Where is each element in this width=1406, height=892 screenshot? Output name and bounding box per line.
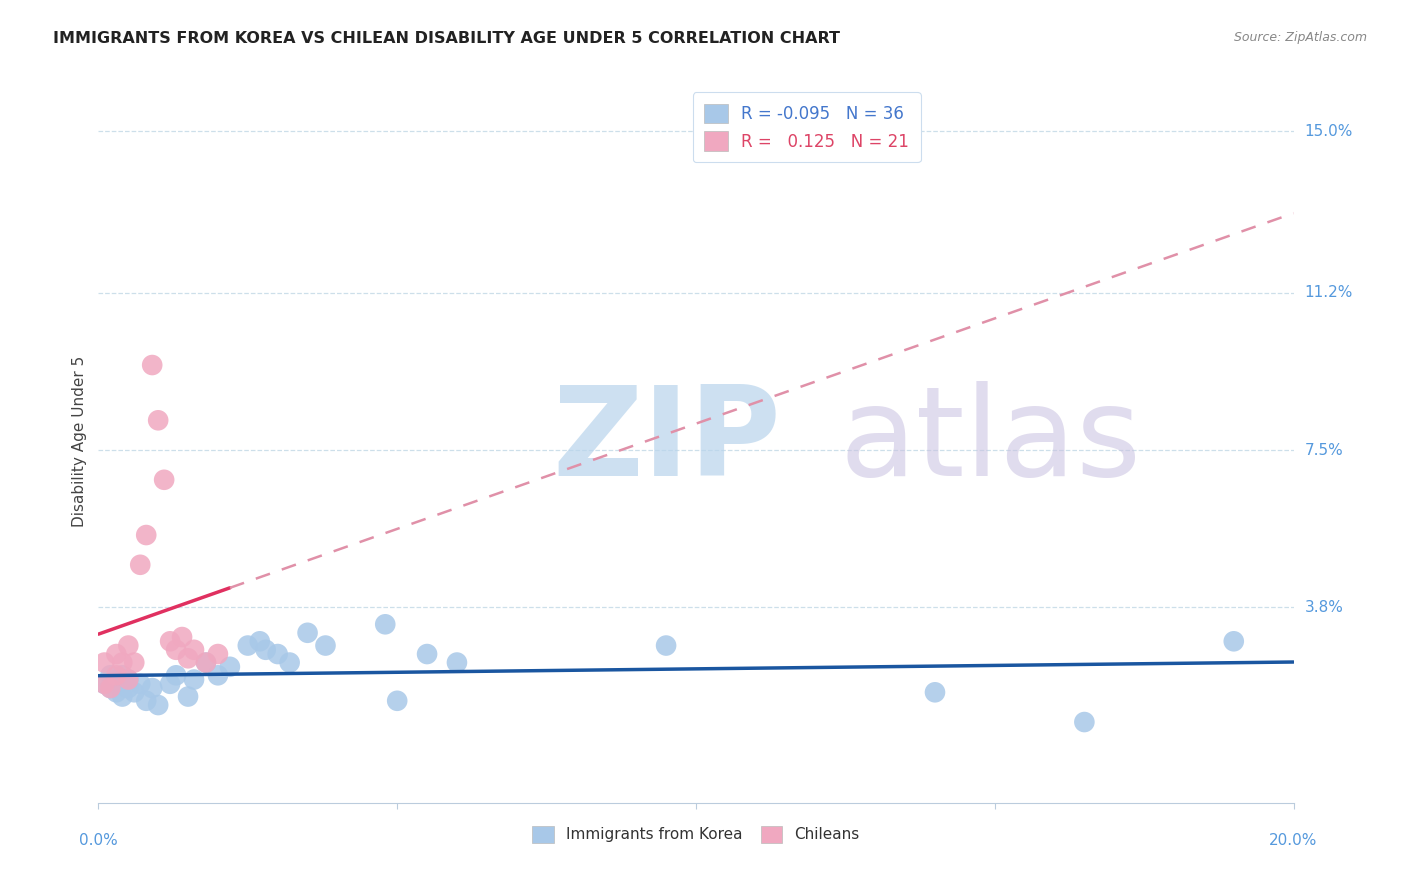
Text: 7.5%: 7.5%: [1305, 442, 1343, 458]
Point: [165, 668, 187, 682]
Point: [183, 673, 205, 687]
Point: [111, 656, 134, 670]
Point: [655, 639, 678, 653]
Point: [93, 677, 115, 691]
Point: [98, 681, 122, 695]
Point: [219, 660, 242, 674]
Text: atlas: atlas: [839, 381, 1142, 502]
Point: [297, 625, 319, 640]
Point: [135, 528, 157, 542]
Point: [278, 656, 301, 670]
Point: [124, 656, 146, 670]
Text: ZIP: ZIP: [553, 381, 782, 502]
Point: [207, 647, 229, 661]
Point: [93, 677, 115, 691]
Text: 11.2%: 11.2%: [1305, 285, 1353, 301]
Point: [236, 639, 259, 653]
Point: [135, 694, 157, 708]
Text: IMMIGRANTS FROM KOREA VS CHILEAN DISABILITY AGE UNDER 5 CORRELATION CHART: IMMIGRANTS FROM KOREA VS CHILEAN DISABIL…: [53, 31, 841, 46]
Point: [111, 690, 134, 704]
Point: [385, 694, 409, 708]
Point: [98, 668, 122, 682]
Point: [267, 647, 290, 661]
Point: [249, 634, 271, 648]
Point: [148, 413, 170, 427]
Text: Source: ZipAtlas.com: Source: ZipAtlas.com: [1233, 31, 1367, 45]
Point: [111, 668, 134, 682]
Point: [93, 656, 115, 670]
Point: [374, 617, 396, 632]
Point: [159, 634, 181, 648]
Point: [124, 685, 146, 699]
Point: [129, 677, 152, 691]
Point: [105, 668, 128, 682]
Point: [98, 681, 122, 695]
Point: [1223, 634, 1246, 648]
Y-axis label: Disability Age Under 5: Disability Age Under 5: [72, 356, 87, 527]
Text: 0.0%: 0.0%: [79, 833, 118, 848]
Point: [148, 698, 170, 712]
Point: [183, 642, 205, 657]
Point: [207, 668, 229, 682]
Point: [105, 647, 128, 661]
Point: [195, 656, 218, 670]
Point: [117, 673, 139, 687]
Point: [105, 673, 128, 687]
Point: [177, 690, 200, 704]
Point: [165, 642, 187, 657]
Point: [446, 656, 468, 670]
Point: [177, 651, 200, 665]
Point: [924, 685, 946, 699]
Point: [153, 473, 176, 487]
Point: [195, 656, 218, 670]
Point: [141, 358, 163, 372]
Legend: Immigrants from Korea, Chileans: Immigrants from Korea, Chileans: [526, 820, 866, 849]
Point: [117, 681, 139, 695]
Point: [105, 685, 128, 699]
Point: [117, 639, 139, 653]
Point: [315, 639, 337, 653]
Text: 15.0%: 15.0%: [1305, 124, 1353, 139]
Text: 20.0%: 20.0%: [1270, 833, 1317, 848]
Point: [416, 647, 439, 661]
Point: [254, 642, 277, 657]
Point: [117, 673, 139, 687]
Text: 3.8%: 3.8%: [1305, 599, 1344, 615]
Point: [141, 681, 163, 695]
Point: [172, 630, 194, 644]
Point: [1073, 714, 1095, 729]
Point: [129, 558, 152, 572]
Point: [159, 677, 181, 691]
